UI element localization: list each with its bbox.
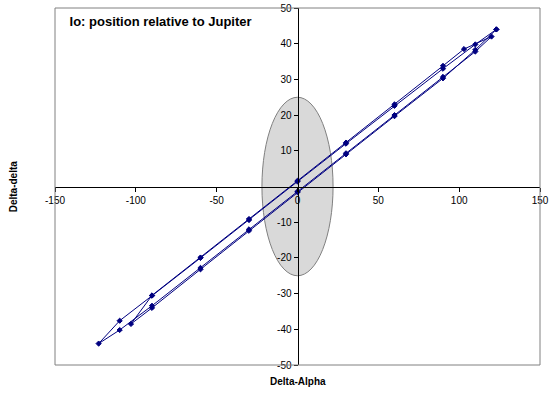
svg-text:10: 10 xyxy=(280,145,292,156)
svg-text:Io: position relative to Jupit: Io: position relative to Jupiter xyxy=(70,14,252,29)
svg-text:50: 50 xyxy=(373,195,385,206)
svg-text:-100: -100 xyxy=(126,195,146,206)
svg-text:-150: -150 xyxy=(45,195,65,206)
svg-text:40: 40 xyxy=(280,38,292,49)
svg-text:50: 50 xyxy=(280,3,292,14)
svg-text:-20: -20 xyxy=(277,252,292,263)
svg-text:-50: -50 xyxy=(209,195,224,206)
svg-text:-30: -30 xyxy=(277,288,292,299)
svg-text:Delta-delta: Delta-delta xyxy=(8,161,19,213)
svg-text:-50: -50 xyxy=(277,360,292,371)
svg-text:0: 0 xyxy=(295,195,301,206)
svg-text:-10: -10 xyxy=(277,217,292,228)
svg-text:30: 30 xyxy=(280,74,292,85)
svg-text:20: 20 xyxy=(280,110,292,121)
svg-text:100: 100 xyxy=(451,195,468,206)
svg-text:150: 150 xyxy=(532,195,549,206)
svg-text:Delta-Alpha: Delta-Alpha xyxy=(270,376,326,387)
svg-text:-40: -40 xyxy=(277,324,292,335)
